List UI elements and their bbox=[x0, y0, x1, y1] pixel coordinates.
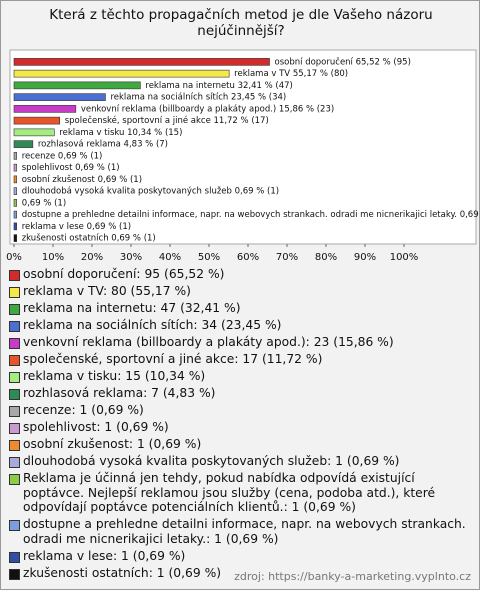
legend-entry: reklama na sociálních sítích: 34 (23,45 … bbox=[9, 318, 471, 333]
value-label: reklama v TV 55,17 % (80) bbox=[234, 69, 348, 79]
legend-swatch bbox=[9, 440, 20, 451]
bar bbox=[13, 199, 17, 207]
bar bbox=[13, 222, 17, 231]
legend-swatch bbox=[9, 389, 20, 400]
value-label: osobní zkušenost 0,69 % (1) bbox=[22, 174, 142, 185]
legend-label: společenské, sportovní a jiné akce: 17 (… bbox=[23, 352, 323, 366]
legend-label: recenze: 1 (0,69 %) bbox=[23, 403, 144, 417]
bar bbox=[13, 163, 17, 172]
legend-swatch bbox=[9, 551, 20, 563]
legend-label: reklama na sociálních sítích: 34 (23,45 … bbox=[23, 318, 282, 332]
legend-swatch bbox=[9, 457, 20, 468]
legend-entry: rozhlasová reklama: 7 (4,83 %) bbox=[9, 386, 471, 401]
legend-swatch bbox=[9, 474, 20, 485]
x-tick-label: 10% bbox=[42, 252, 64, 263]
value-label: reklama v tisku 10,34 % (15) bbox=[59, 128, 182, 138]
legend-swatch bbox=[9, 321, 20, 332]
value-label: reklama na internetu 32,41 % (47) bbox=[145, 81, 292, 91]
bar bbox=[13, 93, 106, 101]
value-label: venkovní reklama (billboardy a plakáty a… bbox=[81, 104, 334, 114]
legend-label: dostupne a prehledne detailni informace,… bbox=[23, 517, 466, 546]
source: zdroj: https://banky-a-marketing.vyplnto… bbox=[234, 570, 471, 583]
legend-swatch bbox=[9, 423, 20, 434]
chart-title: Která z těchto propagačních metod je dle… bbox=[49, 7, 433, 39]
x-tick-label: 50% bbox=[198, 252, 220, 263]
legend: osobní doporučení: 95 (65,52 %) reklama v… bbox=[9, 267, 471, 583]
x-tick-label: 20% bbox=[81, 252, 103, 263]
legend-entry: osobní doporučení: 95 (65,52 %) bbox=[9, 267, 471, 282]
value-label: 0,69 % (1) bbox=[22, 198, 66, 208]
legend-entry: osobní zkušenost: 1 (0,69 %) bbox=[9, 437, 471, 452]
legend-swatch bbox=[9, 406, 20, 417]
legend-label: reklama na internetu: 47 (32,41 %) bbox=[23, 301, 241, 315]
x-tick-label: 30% bbox=[120, 252, 142, 263]
bar bbox=[13, 152, 17, 160]
x-tick-label: 100% bbox=[390, 252, 419, 263]
bar bbox=[13, 187, 17, 195]
legend-label: osobní doporučení: 95 (65,52 %) bbox=[23, 267, 225, 281]
value-label: společenské, sportovní a jiné akce 11,72… bbox=[65, 115, 269, 126]
legend-label: reklama v lese: 1 (0,69 %) bbox=[23, 548, 186, 563]
value-label: spolehlivost 0,69 % (1) bbox=[22, 163, 120, 173]
legend-entry: venkovní reklama (billboardy a plakáty a… bbox=[9, 335, 471, 350]
value-label: zkušenosti ostatních 0,69 % (1) bbox=[22, 233, 156, 244]
value-label: dostupne a prehledne detailni informace,… bbox=[22, 210, 479, 220]
legend-label: reklama v TV: 80 (55,17 %) bbox=[23, 284, 191, 298]
legend-label: reklama v tisku: 15 (10,34 %) bbox=[23, 369, 206, 383]
legend-entry: dlouhodobá vysoká kvalita poskytovaných … bbox=[9, 454, 471, 469]
value-label: osobní doporučení 65,52 % (95) bbox=[275, 56, 411, 67]
bar bbox=[13, 116, 61, 125]
value-label: reklama v lese 0,69 % (1) bbox=[22, 222, 131, 232]
legend-label: osobní zkušenost: 1 (0,69 %) bbox=[23, 437, 202, 451]
legend-entry: recenze: 1 (0,69 %) bbox=[9, 403, 471, 418]
legend-entry: reklama na internetu: 47 (32,41 %) bbox=[9, 301, 471, 316]
legend-label: dlouhodobá vysoká kvalita poskytovaných … bbox=[23, 454, 400, 468]
bar bbox=[13, 81, 141, 90]
legend-swatch bbox=[9, 338, 20, 349]
legend-label: venkovní reklama (billboardy a plakáty a… bbox=[23, 335, 394, 349]
x-tick-label: 80% bbox=[315, 252, 337, 263]
value-label: recenze 0,69 % (1) bbox=[22, 151, 103, 161]
legend-swatch bbox=[9, 520, 20, 531]
legend-swatch bbox=[9, 287, 20, 298]
x-tick-label: 40% bbox=[159, 252, 181, 263]
legend-swatch bbox=[9, 355, 20, 366]
bar bbox=[13, 175, 17, 184]
legend-label: spolehlivost: 1 (0,69 %) bbox=[23, 420, 169, 434]
legend-swatch bbox=[9, 304, 20, 315]
legend-label: rozhlasová reklama: 7 (4,83 %) bbox=[23, 386, 216, 400]
legend-swatch bbox=[9, 270, 20, 281]
legend-entry: dostupne a prehledne detailni informace,… bbox=[9, 517, 471, 546]
legend-entry: reklama v TV: 80 (55,17 %) bbox=[9, 284, 471, 299]
x-tick-label: 90% bbox=[354, 252, 376, 263]
legend-swatch bbox=[9, 372, 20, 383]
bar bbox=[13, 210, 17, 219]
legend-label: Reklama je účinná jen tehdy, pokud nabíd… bbox=[23, 471, 436, 514]
legend-entry: spolehlivost: 1 (0,69 %) bbox=[9, 420, 471, 435]
x-tick-label: 60% bbox=[237, 252, 259, 263]
value-label: rozhlasová reklama 4,83 % (7) bbox=[38, 140, 168, 150]
legend-label: zkušenosti ostatních: 1 (0,69 %) bbox=[23, 565, 222, 580]
bar bbox=[13, 140, 34, 148]
bar bbox=[13, 69, 230, 78]
bar bbox=[13, 105, 77, 113]
legend-entry: reklama v tisku: 15 (10,34 %) bbox=[9, 369, 471, 384]
bar bbox=[13, 128, 55, 137]
legend-entry: Reklama je účinná jen tehdy, pokud nabíd… bbox=[9, 471, 471, 515]
legend-entry: zkušenosti ostatních: 1 (0,69 %) bbox=[9, 566, 471, 581]
legend-entry: společenské, sportovní a jiné akce: 17 (… bbox=[9, 352, 471, 367]
x-tick-label: 0% bbox=[6, 252, 22, 263]
bar bbox=[13, 58, 270, 66]
plot: 0% 10% 20% 30% 40% 50% 60% 70% 80% 90% 100% osobní … bbox=[6, 49, 479, 263]
legend-entry: reklama v lese: 1 (0,69 %) bbox=[9, 549, 471, 564]
bar bbox=[13, 234, 17, 242]
legend-swatch bbox=[9, 568, 20, 580]
x-tick-label: 70% bbox=[276, 252, 298, 263]
value-label: reklama na sociálních sítích 23,45 % (34… bbox=[110, 93, 286, 103]
value-label: dlouhodobá vysoká kvalita poskytovaných … bbox=[22, 187, 279, 197]
